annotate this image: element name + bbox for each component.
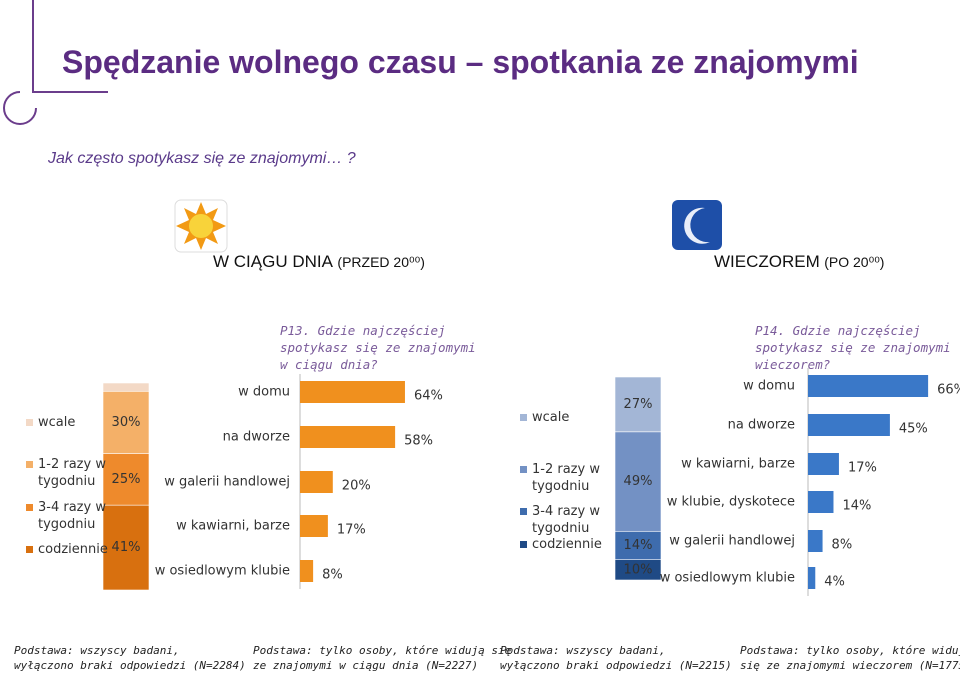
- legend-label: codziennie: [532, 537, 602, 552]
- category-label: na dworze: [728, 418, 795, 433]
- value-label: 14%: [624, 538, 653, 553]
- value-label: 14%: [842, 499, 871, 514]
- value-label: 17%: [337, 523, 366, 538]
- bar: [808, 491, 834, 513]
- category-label: w osiedlowym klubie: [155, 564, 290, 579]
- bar: [808, 567, 816, 589]
- legend-swatch: [520, 541, 527, 548]
- bar: [808, 414, 890, 436]
- legend-label: wcale: [532, 410, 570, 425]
- category-label: w osiedlowym klubie: [660, 571, 795, 586]
- legend-label: 3-4 razy w tygodniu: [38, 500, 106, 532]
- bar: [808, 530, 823, 552]
- legend-swatch: [26, 546, 33, 553]
- sun-icon: [189, 214, 213, 238]
- legend-swatch: [520, 414, 527, 421]
- value-label: 41%: [112, 540, 141, 555]
- chart-title: P14. Gdzie najczęściej spotykasz się ze …: [755, 323, 951, 372]
- category-label: w klubie, dyskotece: [667, 495, 795, 510]
- legend-swatch: [26, 504, 33, 511]
- bar: [300, 471, 333, 493]
- legend-swatch: [520, 508, 527, 515]
- footnote: Podstawa: wszyscy badani,: [14, 644, 180, 657]
- decoration: [32, 0, 108, 93]
- value-label: 30%: [112, 415, 141, 430]
- category-label: w domu: [743, 379, 795, 394]
- bar-segment: [614, 530, 662, 561]
- footnote: Podstawa: wszyscy badani,: [500, 644, 666, 657]
- value-label: 45%: [899, 422, 928, 437]
- legend-label: codziennie: [38, 542, 108, 557]
- value-label: 27%: [624, 397, 653, 412]
- bar-segment: [614, 431, 662, 532]
- value-label: 49%: [624, 474, 653, 489]
- category-label: w domu: [238, 385, 290, 400]
- footnote: Podstawa: tylko osoby, które widują: [740, 644, 960, 657]
- moon-icon: [684, 207, 710, 244]
- value-label: 4%: [824, 575, 845, 590]
- bar-segment: [102, 390, 150, 454]
- bar: [300, 515, 328, 537]
- footnote: wyłączono braki odpowiedzi (N=2284): [14, 659, 246, 672]
- legend-swatch: [520, 466, 527, 473]
- chart-title: P13. Gdzie najczęściej spotykasz się ze …: [280, 323, 476, 372]
- question: Jak często spotykasz się ze znajomymi… ?: [48, 150, 356, 167]
- value-label: 20%: [342, 479, 371, 494]
- value-label: 8%: [832, 538, 853, 553]
- value-label: 66%: [937, 383, 960, 398]
- category-label: w galerii handlowej: [669, 534, 795, 549]
- bar: [300, 560, 314, 582]
- value-label: 17%: [848, 461, 877, 476]
- category-label: w kawiarni, barze: [681, 457, 795, 472]
- bar: [300, 381, 405, 403]
- value-label: 25%: [112, 472, 141, 487]
- bar: [808, 375, 929, 397]
- bar: [300, 426, 396, 448]
- legend-swatch: [26, 419, 33, 426]
- value-label: 10%: [624, 562, 653, 577]
- heading-note: (PRZED 20⁰⁰): [337, 254, 425, 270]
- decoration: [3, 91, 37, 125]
- bar: [808, 453, 839, 475]
- bar-segment: [102, 504, 150, 591]
- footnote: ze znajomymi w ciągu dnia (N=2227): [253, 659, 479, 672]
- legend-label: 1-2 razy w tygodniu: [532, 462, 600, 494]
- legend-label: wcale: [38, 415, 76, 430]
- value-label: 58%: [404, 434, 433, 449]
- legend-label: 1-2 razy w tygodniu: [38, 457, 106, 489]
- value-label: 64%: [414, 389, 443, 404]
- section-heading: W CIĄGU DNIA (PRZED 20⁰⁰): [213, 252, 425, 272]
- heading: WIECZOREM: [714, 252, 820, 271]
- category-label: na dworze: [223, 430, 290, 445]
- bar-segment: [102, 382, 150, 392]
- footnote: wyłączono braki odpowiedzi (N=2215): [500, 659, 732, 672]
- category-label: w galerii handlowej: [164, 475, 290, 490]
- footnote: Podstawa: tylko osoby, które widują się: [253, 644, 512, 657]
- bar-segment: [614, 376, 662, 433]
- category-label: w kawiarni, barze: [176, 519, 290, 534]
- moon-icon-frame: [672, 200, 722, 250]
- heading-note: (PO 20⁰⁰): [824, 254, 885, 270]
- legend-swatch: [26, 461, 33, 468]
- slide-title: Spędzanie wolnego czasu – spotkania ze z…: [62, 44, 859, 80]
- section-heading: WIECZOREM (PO 20⁰⁰): [714, 252, 884, 272]
- bar-segment: [102, 453, 150, 506]
- heading: W CIĄGU DNIA: [213, 252, 333, 271]
- value-label: 8%: [322, 568, 343, 583]
- legend-label: 3-4 razy w tygodniu: [532, 504, 600, 536]
- footnote: się ze znajomymi wieczorem (N=1775): [740, 659, 960, 672]
